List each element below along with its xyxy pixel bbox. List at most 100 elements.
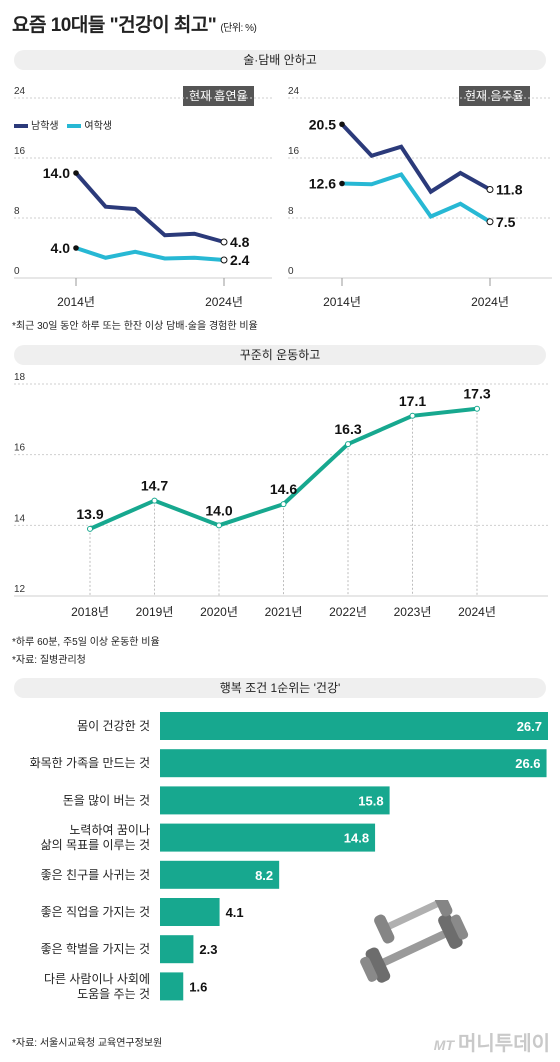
happiness-bar (160, 972, 184, 1001)
exercise-series-line (89, 406, 478, 531)
smoking-point-start (73, 170, 79, 176)
exercise-xtick-label: 2021년 (265, 605, 303, 619)
exercise-data-label: 17.3 (463, 386, 490, 402)
exercise-xtick-label: 2022년 (329, 605, 367, 619)
note-source-seoul-edu: *자료: 서울시교육청 교육연구정보원 (12, 1038, 163, 1049)
happiness-bar (160, 712, 548, 740)
happiness-data-label: 1.6 (189, 979, 207, 994)
drinking-point-end (486, 218, 494, 226)
drinking-data-label: 20.5 (309, 116, 336, 132)
happiness-category-label: 좋은 학벌을 가지는 것 (41, 942, 150, 956)
exercise-xtick-label: 2018년 (71, 605, 109, 619)
exercise-data-label: 13.9 (76, 506, 103, 522)
unit-label: (단위: %) (220, 23, 257, 34)
smoking-data-label: 4.8 (230, 234, 250, 250)
happiness-data-label: 2.3 (199, 942, 217, 957)
legend-male: 남학생 (31, 121, 59, 132)
happiness-bar-chart: 몸이 건강한 것 26.7 화목한 가족을 만드는 것 26.6 돈을 많이 버는 것 1… (30, 712, 548, 1001)
drinking-point-start (339, 180, 345, 187)
drinking-ytick-label: 0 (288, 266, 294, 277)
happiness-data-label: 14.8 (344, 831, 369, 846)
exercise-ytick-label: 14 (14, 513, 26, 524)
happiness-bar (160, 786, 390, 815)
section-header-exercise: 꾸준히 운동하고 (14, 345, 546, 365)
happiness-data-label: 4.1 (226, 905, 244, 920)
drinking-series-line-1 (341, 172, 492, 224)
happiness-bar (160, 898, 220, 926)
happiness-data-label: 26.6 (515, 756, 540, 771)
drinking-xtick-label: 2024년 (471, 295, 509, 309)
exercise-point (87, 525, 93, 532)
exercise-data-label: 14.6 (270, 481, 297, 497)
section-header-happiness: 행복 조건 1순위는 '건강' (14, 678, 546, 698)
happiness-category-label: 돈을 많이 버는 것 (63, 793, 150, 807)
drinking-xtick-label: 2014년 (323, 295, 361, 309)
smoking-point-start (73, 245, 79, 251)
happiness-data-label: 26.7 (517, 719, 542, 734)
smoking-data-label: 14.0 (43, 165, 70, 181)
drinking-ytick-label: 24 (288, 86, 300, 97)
happiness-bar (160, 823, 376, 852)
smoking-ytick-label: 16 (14, 146, 26, 157)
exercise-point (280, 501, 287, 508)
drinking-data-label: 7.5 (496, 214, 516, 230)
logo-mark: MT (433, 1037, 454, 1053)
exercise-point (474, 405, 480, 412)
smoking-point-end (220, 238, 228, 246)
publisher-logo: MT 머니투데이 (434, 1027, 550, 1056)
happiness-category-label: 도움을 주는 것 (77, 987, 150, 1001)
smoking-xtick-label: 2014년 (57, 295, 95, 309)
smoking-series-line-1 (75, 246, 225, 262)
smoking-rate-chart: 24 16 8 0 2014년 2024년 14.0 4.8 4.0 2.4 (14, 86, 272, 309)
happiness-category-label: 삶의 목표를 이루는 것 (41, 838, 150, 852)
drinking-series-line-0 (340, 122, 491, 195)
happiness-category-label: 몸이 건강한 것 (77, 719, 150, 733)
smoking-chart-tag: 현재 흡연율 (183, 86, 254, 106)
happiness-data-label: 15.8 (358, 793, 383, 808)
exercise-xtick-label: 2020년 (200, 605, 238, 619)
drinking-data-label: 11.8 (496, 182, 523, 198)
exercise-ytick-label: 16 (14, 443, 26, 454)
exercise-point (345, 441, 351, 448)
dumbbell-icon (360, 900, 469, 983)
exercise-xtick-label: 2024년 (458, 605, 496, 619)
section-header-smoking-drinking: 술·담배 안하고 (14, 50, 546, 70)
smoking-data-label: 4.0 (51, 240, 71, 256)
exercise-ytick-label: 18 (14, 372, 26, 383)
happiness-bar (160, 860, 280, 889)
exercise-rate-chart: 18 16 14 12 2018년 2019년 2020년 2021년 2022년 2023년 20… (14, 372, 548, 619)
exercise-xtick-label: 2019년 (136, 605, 174, 619)
chart-legend: 남학생 여학생 (14, 117, 112, 132)
smoking-series-line-0 (74, 171, 225, 244)
drinking-ytick-label: 8 (288, 206, 294, 217)
happiness-category-label: 좋은 직업을 가지는 것 (41, 905, 150, 919)
legend-swatch-male (14, 124, 28, 129)
drinking-rate-chart: 24 16 8 0 2014년 2024년 20.5 11.8 12.6 7.5 (288, 86, 552, 309)
legend-swatch-female (67, 124, 82, 129)
exercise-xtick-label: 2023년 (394, 605, 432, 619)
smoking-xtick-label: 2024년 (205, 295, 243, 309)
happiness-category-label: 노력하여 꿈이나 (69, 823, 150, 837)
title-text: 요즘 10대들 "건강이 최고" (12, 15, 217, 36)
exercise-data-label: 16.3 (334, 421, 361, 437)
drinking-point-end (486, 186, 494, 193)
smoking-point-end (220, 256, 228, 264)
smoking-data-label: 2.4 (230, 252, 250, 268)
happiness-bar (160, 749, 547, 778)
exercise-point (409, 412, 416, 419)
exercise-data-label: 17.1 (399, 393, 426, 409)
exercise-point (216, 522, 222, 529)
happiness-bar (160, 935, 194, 964)
note-exercise: *하루 60분, 주5일 이상 운동한 비율 (12, 637, 160, 648)
exercise-data-label: 14.0 (205, 502, 232, 518)
smoking-ytick-label: 8 (14, 206, 20, 217)
logo-text: 머니투데이 (458, 1033, 550, 1055)
happiness-data-label: 8.2 (255, 868, 273, 883)
legend-female: 여학생 (84, 121, 112, 132)
drinking-ytick-label: 16 (288, 146, 300, 157)
page-title: 요즘 10대들 "건강이 최고" (단위: %) (12, 10, 257, 37)
drinking-point-start (339, 121, 345, 128)
smoking-ytick-label: 24 (14, 86, 26, 97)
smoking-ytick-label: 0 (14, 266, 20, 277)
note-source-kdca: *자료: 질병관리청 (12, 655, 86, 666)
